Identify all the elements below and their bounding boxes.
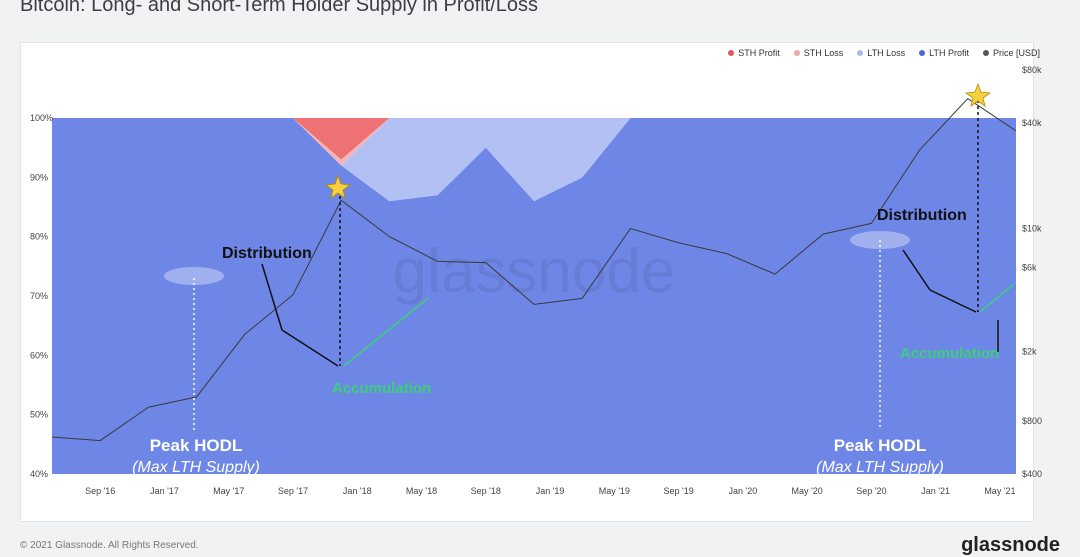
peak-hodl-marker-1 <box>164 267 224 285</box>
distribution-arrow-2b <box>929 289 977 313</box>
legend-swatch-sth-profit <box>728 50 735 56</box>
x-tick: May '18 <box>406 486 437 496</box>
legend-label-sth-loss: STH Loss <box>803 48 844 58</box>
accumulation-label-2: Accumulation <box>900 345 999 362</box>
x-tick: Sep '18 <box>471 486 501 496</box>
max-lth-label-2: (Max LTH Supply) <box>816 459 944 476</box>
y-axis-left: 100% 90% 80% 70% 60% 50% 40% <box>30 113 53 479</box>
y-tick-right: $10k <box>1022 224 1042 234</box>
x-tick: Sep '16 <box>85 486 115 496</box>
y-tick-left: 50% <box>30 410 48 420</box>
peak-star-icon-1 <box>324 174 352 199</box>
x-tick: May '21 <box>984 486 1015 496</box>
y-tick-left: 60% <box>30 350 48 360</box>
peak-hodl-marker-2 <box>850 231 910 249</box>
chart-title: Bitcoin: Long- and Short-Term Holder Sup… <box>20 0 539 16</box>
legend-swatch-lth-loss <box>857 50 864 56</box>
area-lth-profit <box>52 118 1016 474</box>
x-tick: Jan '17 <box>150 486 179 496</box>
max-lth-label-1: (Max LTH Supply) <box>132 459 260 476</box>
peak-hodl-label-2: Peak HODL <box>834 436 927 455</box>
y-tick-right: $6k <box>1022 263 1037 273</box>
distribution-arrow-2 <box>902 249 931 291</box>
legend-item-sth-profit[interactable]: STH Profit <box>728 48 780 58</box>
watermark: glassnode <box>393 237 676 306</box>
y-tick-right: $400 <box>1022 469 1042 479</box>
y-tick-left: 90% <box>30 172 48 182</box>
y-tick-left: 80% <box>30 232 48 242</box>
distribution-label-1: Distribution <box>222 245 312 262</box>
annotations: Distribution Accumulation Distribution Accu… <box>132 82 1015 476</box>
x-axis: Sep '16 Jan '17 May '17 Sep '17 Jan '18 May '… <box>85 486 1015 496</box>
area-lth-loss <box>52 118 1016 202</box>
distribution-label-2: Distribution <box>877 207 967 224</box>
legend-swatch-sth-loss <box>793 50 800 56</box>
legend-item-price[interactable]: Price [USD] <box>982 48 1040 58</box>
y-tick-right: $800 <box>1022 416 1042 426</box>
legend-item-lth-loss[interactable]: LTH Loss <box>857 48 905 58</box>
brand-logo: glassnode <box>961 534 1060 556</box>
legend-swatch-lth-profit <box>919 50 926 56</box>
y-axis-right: $80k $40k $10k $6k $2k $800 $400 <box>1022 65 1042 479</box>
x-tick: Sep '17 <box>278 486 308 496</box>
accumulation-arrow-2 <box>979 283 1015 313</box>
y-tick-left: 40% <box>30 469 48 479</box>
legend-item-sth-loss[interactable]: STH Loss <box>793 48 844 58</box>
stacked-areas <box>52 118 1016 474</box>
legend-swatch-price <box>982 50 989 56</box>
x-tick: Jan '19 <box>536 486 565 496</box>
x-tick: May '17 <box>213 486 244 496</box>
x-tick: Jan '21 <box>921 486 950 496</box>
y-tick-right: $80k <box>1022 65 1042 75</box>
x-tick: Sep '20 <box>856 486 886 496</box>
price-line <box>51 97 1017 442</box>
legend-label-sth-profit: STH Profit <box>738 48 780 58</box>
legend-label-lth-profit: LTH Profit <box>929 48 969 58</box>
y-tick-left: 70% <box>30 291 48 301</box>
legend-item-lth-profit[interactable]: LTH Profit <box>919 48 969 58</box>
copyright: © 2021 Glassnode. All Rights Reserved. <box>20 540 199 551</box>
x-tick: Jan '20 <box>728 486 757 496</box>
distribution-arrow-1b <box>281 329 339 367</box>
peak-star-icon-2 <box>964 82 992 107</box>
y-tick-right: $2k <box>1022 346 1037 356</box>
distribution-arrow-1 <box>261 263 283 331</box>
legend: STH Profit STH Loss LTH Loss LTH Profit … <box>728 48 1040 58</box>
peak-hodl-label-1: Peak HODL <box>150 436 243 455</box>
y-tick-right: $40k <box>1022 118 1042 128</box>
y-tick-left: 100% <box>30 113 53 123</box>
x-tick: May '20 <box>792 486 823 496</box>
accumulation-arrow-1 <box>343 297 429 367</box>
x-tick: Jan '18 <box>343 486 372 496</box>
x-tick: May '19 <box>599 486 630 496</box>
x-tick: Sep '19 <box>663 486 693 496</box>
accumulation-label-1: Accumulation <box>332 380 431 397</box>
legend-label-price: Price [USD] <box>992 48 1040 58</box>
legend-label-lth-loss: LTH Loss <box>867 48 906 58</box>
